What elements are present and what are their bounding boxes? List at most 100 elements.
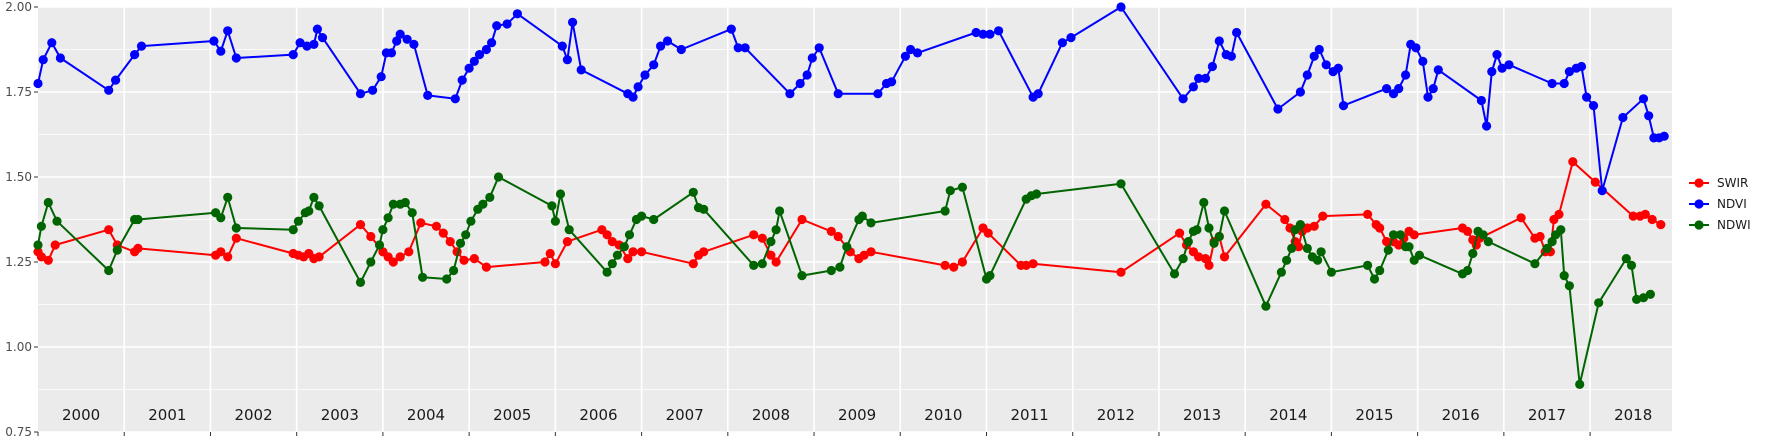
data-point-swir bbox=[826, 226, 836, 236]
data-point-ndvi bbox=[662, 36, 673, 46]
year-label: 2008 bbox=[752, 406, 790, 424]
data-point-ndvi bbox=[1644, 111, 1654, 121]
data-point-ndwi bbox=[797, 271, 807, 281]
data-point-ndwi bbox=[1183, 237, 1193, 247]
data-point-ndvi bbox=[740, 43, 750, 53]
data-point-ndwi bbox=[1276, 267, 1286, 277]
data-point-ndwi bbox=[1395, 230, 1405, 240]
data-point-ndwi bbox=[1375, 265, 1385, 276]
data-point-ndwi bbox=[133, 214, 143, 225]
data-point-ndwi bbox=[36, 221, 47, 231]
data-point-ndvi bbox=[1423, 92, 1433, 102]
data-point-ndwi bbox=[378, 225, 388, 235]
year-label: 2015 bbox=[1355, 406, 1393, 424]
data-point-swir bbox=[1021, 260, 1031, 270]
data-point-ndvi bbox=[1194, 73, 1204, 83]
data-point-ndwi bbox=[649, 214, 659, 225]
data-point-ndvi bbox=[1232, 27, 1242, 38]
data-point-ndvi bbox=[994, 26, 1004, 36]
data-point-ndwi bbox=[550, 216, 561, 226]
data-point-ndwi bbox=[945, 186, 955, 196]
data-point-ndwi bbox=[461, 230, 471, 240]
data-point-swir bbox=[562, 237, 573, 247]
data-point-ndwi bbox=[418, 272, 428, 282]
legend-label: NDWI bbox=[1717, 218, 1751, 232]
data-point-ndvi bbox=[562, 55, 573, 65]
data-point-ndwi bbox=[1192, 225, 1202, 235]
y-tick-label: 1.00 bbox=[5, 340, 32, 354]
data-point-swir bbox=[1394, 240, 1404, 250]
data-point-swir bbox=[416, 218, 426, 228]
data-point-ndwi bbox=[1369, 274, 1380, 284]
year-label: 2010 bbox=[924, 406, 962, 424]
data-point-ndvi bbox=[656, 41, 666, 51]
data-point-swir bbox=[445, 237, 455, 247]
data-point-ndwi bbox=[1414, 250, 1424, 260]
data-point-ndvi bbox=[317, 33, 328, 43]
data-point-ndvi bbox=[1588, 101, 1599, 111]
data-point-ndwi bbox=[383, 213, 393, 223]
data-point-ndvi bbox=[1200, 73, 1211, 83]
data-point-ndwi bbox=[1626, 260, 1637, 270]
data-point-swir bbox=[833, 231, 843, 242]
data-point-ndwi bbox=[1463, 265, 1473, 276]
data-point-ndwi bbox=[1594, 298, 1604, 308]
data-point-ndvi bbox=[33, 78, 43, 89]
data-point-ndvi bbox=[402, 34, 412, 44]
data-point-ndwi bbox=[607, 259, 617, 269]
data-point-ndwi bbox=[455, 238, 466, 248]
data-point-ndvi bbox=[368, 85, 378, 95]
data-point-ndwi bbox=[1199, 197, 1209, 208]
data-point-ndwi bbox=[104, 265, 114, 276]
data-point-ndwi bbox=[766, 237, 776, 247]
data-point-ndvi bbox=[295, 38, 305, 48]
data-point-swir bbox=[866, 247, 876, 257]
data-point-ndwi bbox=[288, 225, 298, 235]
data-point-swir bbox=[1554, 209, 1564, 219]
data-point-swir bbox=[1261, 199, 1271, 209]
data-point-ndvi bbox=[512, 9, 523, 19]
data-point-ndvi bbox=[814, 43, 824, 53]
data-point-ndwi bbox=[835, 262, 845, 272]
data-point-swir bbox=[1363, 209, 1373, 219]
data-point-ndwi bbox=[43, 197, 53, 208]
data-point-ndwi bbox=[842, 242, 852, 252]
y-tick-label: 1.25 bbox=[5, 255, 32, 269]
data-point-ndvi bbox=[985, 29, 995, 39]
year-label: 2009 bbox=[838, 406, 876, 424]
data-point-ndvi bbox=[795, 78, 805, 89]
year-label: 2003 bbox=[321, 406, 359, 424]
data-point-ndwi bbox=[366, 257, 376, 267]
data-point-ndvi bbox=[1273, 104, 1283, 114]
data-point-ndvi bbox=[1428, 84, 1438, 94]
data-point-ndwi bbox=[1556, 225, 1566, 235]
data-point-ndvi bbox=[1214, 36, 1224, 46]
data-point-ndvi bbox=[302, 41, 312, 51]
data-point-ndvi bbox=[887, 77, 897, 87]
data-point-ndvi bbox=[1597, 186, 1607, 196]
data-point-ndwi bbox=[1282, 255, 1292, 265]
data-point-swir bbox=[766, 250, 776, 260]
data-point-ndwi bbox=[52, 216, 62, 226]
data-point-swir bbox=[1382, 237, 1392, 247]
data-point-swir bbox=[623, 254, 633, 264]
data-point-swir bbox=[1640, 209, 1650, 219]
data-point-ndwi bbox=[304, 206, 314, 216]
data-point-ndwi bbox=[957, 182, 968, 192]
data-point-swir bbox=[1375, 223, 1385, 233]
data-point-ndwi bbox=[1383, 245, 1393, 255]
data-point-ndvi bbox=[55, 53, 65, 63]
data-point-swir bbox=[50, 240, 60, 250]
data-point-ndvi bbox=[633, 82, 643, 92]
data-point-ndvi bbox=[1394, 84, 1404, 94]
data-point-ndvi bbox=[38, 55, 48, 65]
data-point-swir bbox=[699, 247, 709, 257]
data-point-ndvi bbox=[288, 50, 298, 60]
data-point-ndwi bbox=[602, 267, 612, 277]
legend-key-point bbox=[1694, 199, 1704, 209]
data-point-swir bbox=[1409, 230, 1419, 240]
data-point-ndwi bbox=[1326, 267, 1336, 277]
y-tick-label: 1.75 bbox=[5, 85, 32, 99]
data-point-ndvi bbox=[1411, 43, 1421, 53]
series-ndvi bbox=[33, 2, 1669, 196]
